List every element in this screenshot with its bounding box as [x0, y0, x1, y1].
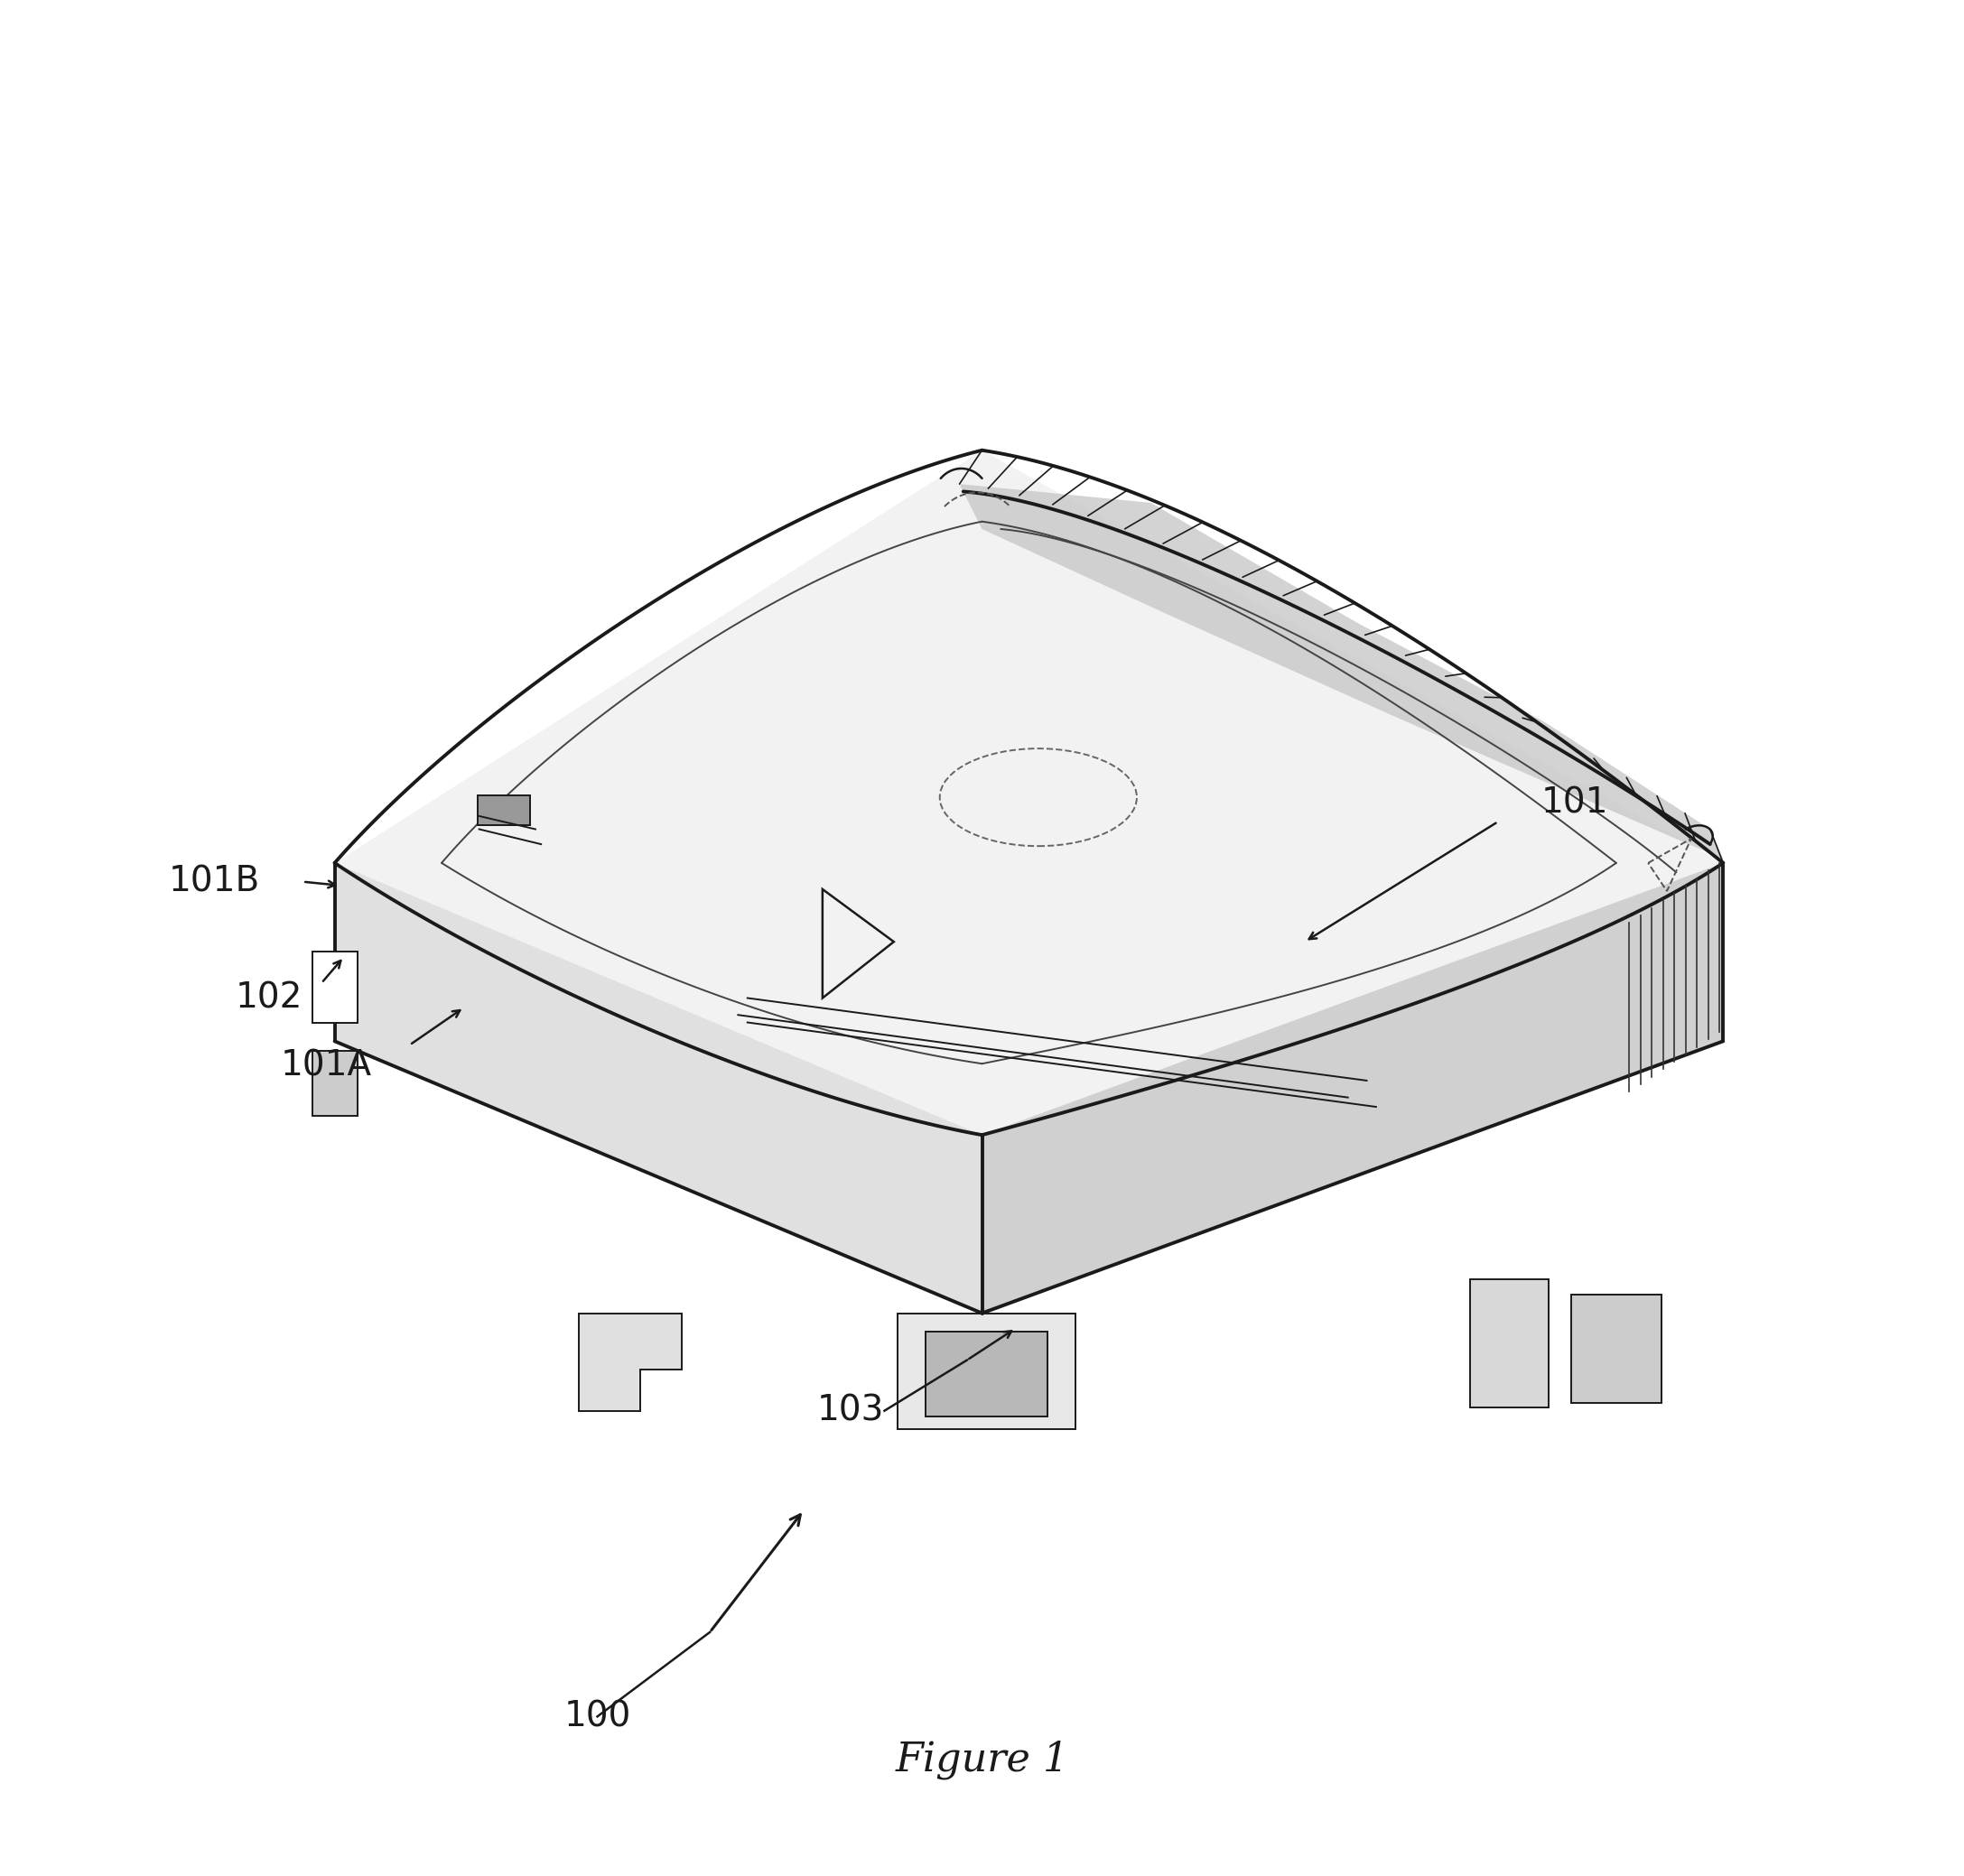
- Polygon shape: [898, 1313, 1076, 1430]
- Text: 101B: 101B: [169, 865, 259, 899]
- Text: 101: 101: [1542, 786, 1609, 820]
- Text: Figure 1: Figure 1: [896, 1741, 1068, 1778]
- Bar: [477, 795, 530, 825]
- Polygon shape: [579, 1313, 682, 1411]
- Text: 102: 102: [236, 981, 302, 1015]
- Text: 101A: 101A: [281, 1049, 371, 1082]
- Polygon shape: [1571, 1294, 1662, 1403]
- Polygon shape: [925, 1332, 1047, 1416]
- Polygon shape: [960, 484, 1722, 859]
- Polygon shape: [982, 863, 1722, 1313]
- Polygon shape: [312, 951, 357, 1022]
- Polygon shape: [334, 450, 1722, 1135]
- Polygon shape: [312, 1051, 357, 1116]
- Polygon shape: [1469, 1279, 1550, 1407]
- Text: 100: 100: [564, 1700, 630, 1733]
- Polygon shape: [334, 863, 982, 1313]
- Text: 103: 103: [817, 1394, 884, 1428]
